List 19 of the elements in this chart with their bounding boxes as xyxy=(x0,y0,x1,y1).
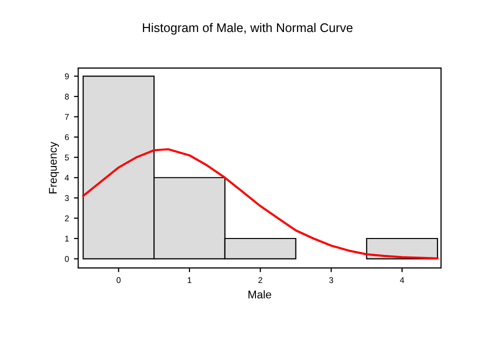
y-tick-label: 7 xyxy=(64,114,69,120)
x-tick-label: 3 xyxy=(329,277,334,284)
y-tick-label: 3 xyxy=(64,195,69,202)
y-tick-label: 5 xyxy=(64,154,69,160)
x-tick-label: 0 xyxy=(116,277,121,284)
y-tick-label: 0 xyxy=(64,256,69,262)
y-tick-label: 8 xyxy=(64,94,69,100)
line-series xyxy=(82,148,439,260)
y-tick-label: 9 xyxy=(64,73,69,80)
y-tick-label: 2 xyxy=(64,215,69,222)
x-tick-label: 4 xyxy=(400,277,404,283)
y-tick-label: 4 xyxy=(64,174,69,181)
x-tick-label: 2 xyxy=(258,277,262,283)
chart-title: Histogram of Male, with Normal Curve xyxy=(142,22,353,35)
x-axis-title: Male xyxy=(248,290,272,298)
y-tick-label: 6 xyxy=(64,134,69,140)
x-tick-label: 1 xyxy=(188,277,192,283)
y-axis-title: Frequency xyxy=(49,142,59,194)
y-tick-label: 1 xyxy=(65,236,69,242)
